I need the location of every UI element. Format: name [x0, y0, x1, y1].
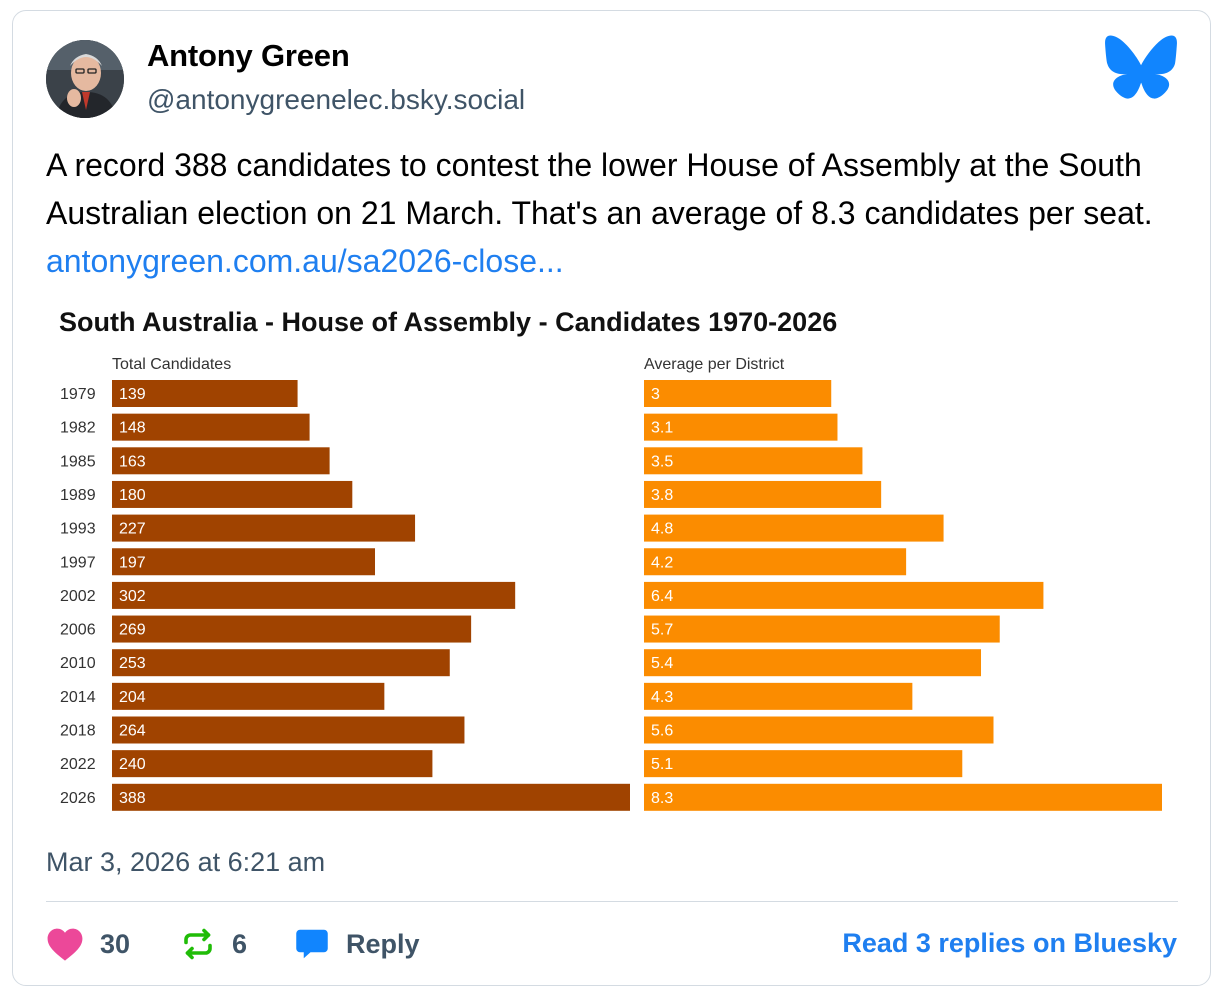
total-bar	[112, 716, 465, 744]
total-value-label: 240	[119, 756, 146, 773]
total-bar	[112, 380, 298, 407]
heart-icon	[47, 928, 83, 961]
chart-bars: 1979 139 3 1982 148 3.1 1985 163 3.5 1989 180 3.8 19…	[60, 380, 1162, 811]
year-label: 2022	[60, 756, 96, 773]
average-value-label: 4.2	[651, 554, 673, 571]
speech-bubble-icon	[296, 929, 328, 959]
average-bar	[644, 750, 963, 778]
total-value-label: 302	[119, 588, 146, 605]
average-value-label: 5.4	[651, 655, 673, 672]
post-body: A record 388 candidates to contest the l…	[46, 147, 1153, 231]
average-bar	[644, 783, 1162, 811]
average-bar	[644, 514, 944, 542]
avatar-image	[46, 40, 124, 118]
total-bar	[112, 615, 472, 643]
average-value-label: 3.8	[651, 487, 673, 504]
total-value-label: 139	[119, 386, 146, 403]
year-label: 2006	[60, 622, 96, 639]
total-value-label: 227	[119, 521, 146, 538]
year-label: 1989	[60, 487, 96, 504]
total-bar	[112, 548, 376, 576]
average-bar	[644, 447, 863, 475]
year-label: 2010	[60, 655, 96, 672]
repost-icon	[184, 928, 212, 960]
year-label: 2002	[60, 588, 96, 605]
chart-title: South Australia - House of Assembly - Ca…	[59, 307, 837, 337]
average-value-label: 4.8	[651, 521, 673, 538]
total-bar	[112, 447, 330, 475]
average-value-label: 4.3	[651, 689, 673, 706]
year-label: 1979	[60, 386, 96, 403]
footer-divider	[46, 901, 1178, 902]
total-bar	[112, 750, 433, 778]
year-label: 1985	[60, 453, 96, 470]
bluesky-butterfly-icon[interactable]	[1104, 34, 1178, 100]
total-value-label: 269	[119, 622, 146, 639]
candidates-chart: South Australia - House of Assembly - Ca…	[59, 307, 1162, 811]
total-value-label: 253	[119, 655, 146, 672]
average-value-label: 3.1	[651, 420, 673, 437]
total-bar	[112, 682, 385, 710]
total-value-label: 148	[119, 420, 146, 437]
total-bar	[112, 514, 416, 542]
total-value-label: 180	[119, 487, 146, 504]
like-count: 30	[100, 928, 131, 959]
average-bar	[644, 649, 982, 677]
author-handle[interactable]: @antonygreenelec.bsky.social	[147, 84, 526, 115]
total-bar	[112, 413, 310, 441]
average-bar	[644, 480, 882, 508]
year-label: 1982	[60, 420, 96, 437]
total-bar	[112, 783, 630, 811]
series-label-total: Total Candidates	[112, 356, 231, 373]
year-label: 2026	[60, 790, 96, 807]
post-link[interactable]: antonygreen.com.au/sa2026-close...	[46, 243, 564, 279]
average-bar	[644, 682, 913, 710]
average-value-label: 5.1	[651, 756, 673, 773]
average-value-label: 3	[651, 386, 660, 403]
reply-button[interactable]: Reply	[294, 922, 420, 966]
total-value-label: 197	[119, 554, 146, 571]
post-text: A record 388 candidates to contest the l…	[46, 141, 1176, 285]
average-bar	[644, 581, 1044, 609]
average-bar	[644, 380, 832, 407]
average-value-label: 8.3	[651, 790, 673, 807]
average-value-label: 5.6	[651, 723, 673, 740]
average-bar	[644, 615, 1000, 643]
year-label: 1997	[60, 554, 96, 571]
like-button[interactable]: 30	[46, 922, 130, 966]
average-bar	[644, 716, 994, 744]
year-label: 2014	[60, 689, 96, 706]
author-name[interactable]: Antony Green	[147, 38, 350, 73]
year-label: 2018	[60, 723, 96, 740]
average-bar	[644, 548, 907, 576]
read-replies-link[interactable]: Read 3 replies on Bluesky	[842, 928, 1177, 958]
total-value-label: 264	[119, 723, 146, 740]
repost-count: 6	[232, 928, 248, 959]
total-value-label: 388	[119, 790, 146, 807]
average-value-label: 6.4	[651, 588, 673, 605]
series-label-average: Average per District	[644, 356, 785, 373]
average-value-label: 3.5	[651, 453, 673, 470]
total-value-label: 163	[119, 453, 146, 470]
average-value-label: 5.7	[651, 622, 673, 639]
year-label: 1993	[60, 521, 96, 538]
reply-label: Reply	[346, 928, 420, 959]
total-bar	[112, 649, 450, 677]
post-timestamp[interactable]: Mar 3, 2026 at 6:21 am	[46, 847, 326, 877]
author-avatar[interactable]	[46, 40, 124, 118]
total-bar	[112, 480, 353, 508]
total-bar	[112, 581, 516, 609]
average-bar	[644, 413, 838, 441]
repost-button[interactable]: 6	[180, 922, 247, 966]
total-value-label: 204	[119, 689, 146, 706]
